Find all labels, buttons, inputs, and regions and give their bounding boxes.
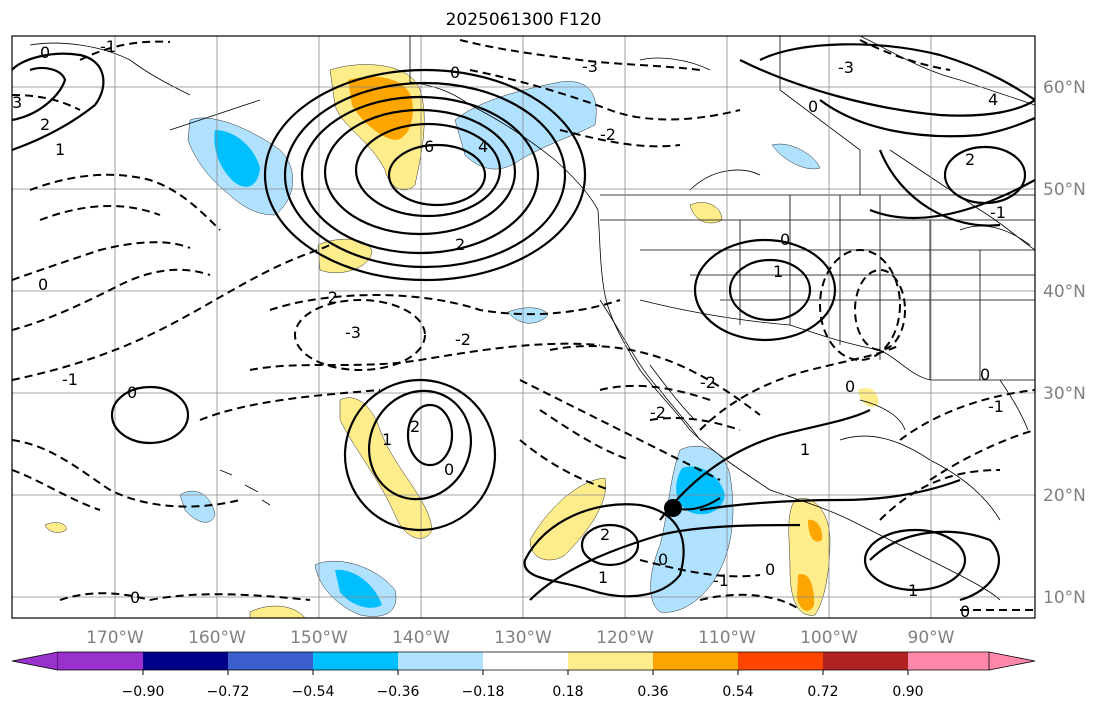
colorbar-label: 0.72	[807, 684, 838, 700]
lat-label: 50°N	[1043, 180, 1086, 200]
contour-label: 0	[960, 602, 970, 621]
colorbar-segment	[58, 652, 143, 670]
lat-label: 40°N	[1043, 282, 1086, 302]
colorbar-extend-high	[988, 651, 1036, 671]
storm-track	[672, 497, 721, 511]
colorbar-ticks	[142, 670, 909, 675]
contour-label: 0	[658, 550, 668, 569]
lat-label: 10°N	[1043, 588, 1086, 608]
colorbar-segment	[653, 652, 738, 670]
contour-label: 4	[478, 137, 488, 156]
colorbar-label: 0.90	[892, 684, 923, 700]
contour-label: 3	[12, 93, 22, 112]
contour-label: 0	[444, 460, 454, 479]
contour-label: 1	[773, 262, 783, 281]
map-frame	[11, 35, 1036, 619]
lon-axis-labels: 170°W 160°W 150°W 140°W 130°W 120°W 110°…	[86, 628, 955, 648]
contour-label: 0	[40, 43, 50, 62]
lon-label: 110°W	[698, 628, 756, 648]
contour-labels: 6 2 4 2 1 1 0 2 1 0 0 4 2 1 1 0 0 2 3 1 …	[12, 37, 1006, 621]
lon-label: 160°W	[188, 628, 246, 648]
colorbar-segment	[143, 652, 228, 670]
contour-label: 0	[980, 365, 990, 384]
contour-label: -2	[455, 330, 471, 349]
contour-label: -2	[700, 373, 716, 392]
contour-label: -3	[345, 323, 361, 342]
contour-label: 0	[765, 560, 775, 579]
lat-axis-labels: 60°N 50°N 40°N 30°N 20°N 10°N	[1043, 78, 1086, 608]
lat-label: 60°N	[1043, 78, 1086, 98]
colorbar-label: −0.18	[462, 684, 505, 700]
contour-label: -1	[988, 397, 1004, 416]
colorbar-segment	[568, 652, 653, 670]
colorbar: −0.90 −0.72 −0.54 −0.36 −0.18 0.18 0.36 …	[11, 651, 1036, 700]
lon-label: 120°W	[596, 628, 654, 648]
colorbar-label: −0.54	[292, 684, 335, 700]
contour-label: 0	[808, 97, 818, 116]
contour-label: 1	[800, 440, 810, 459]
contour-label: -2	[322, 288, 338, 307]
contour-label: 1	[382, 430, 392, 449]
contour-label: 2	[965, 150, 975, 169]
contour-label: 0	[780, 230, 790, 249]
lon-label: 170°W	[86, 628, 144, 648]
contour-label: 4	[988, 90, 998, 109]
lat-label: 20°N	[1043, 486, 1086, 506]
contour-label: 2	[600, 525, 610, 544]
lon-label: 150°W	[290, 628, 348, 648]
contour-label: 0	[845, 377, 855, 396]
contour-label: -1	[990, 203, 1006, 222]
contour-label: 2	[40, 115, 50, 134]
solid-contours	[12, 43, 1035, 602]
lon-label: 130°W	[494, 628, 552, 648]
colorbar-segment	[908, 652, 989, 670]
contour-label: 1	[598, 568, 608, 587]
contour-label: -3	[838, 58, 854, 77]
contour-label: 0	[38, 275, 48, 294]
dashed-contours	[12, 39, 1035, 611]
contour-label: -2	[600, 125, 616, 144]
contour-label: 1	[55, 140, 65, 159]
lon-label: 100°W	[800, 628, 858, 648]
contour-label: -2	[650, 403, 666, 422]
lon-label: 90°W	[908, 628, 955, 648]
map-title: 2025061300 F120	[445, 10, 602, 30]
contour-label: 2	[410, 417, 420, 436]
contour-label: 1	[908, 581, 918, 600]
contour-label: -1	[62, 370, 78, 389]
contour-label: 0	[130, 588, 140, 607]
lon-label: 140°W	[392, 628, 450, 648]
contour-label: 2	[455, 235, 465, 254]
graticule	[12, 36, 1035, 618]
colorbar-segment	[313, 652, 398, 670]
contour-label: -1	[713, 571, 729, 590]
colorbar-segment	[398, 652, 483, 670]
contour-label: 0	[450, 63, 460, 82]
contour-label: 6	[424, 137, 434, 156]
lat-label: 30°N	[1043, 384, 1086, 404]
colorbar-label: 0.54	[722, 684, 753, 700]
colorbar-label: 0.18	[552, 684, 583, 700]
contour-label: -3	[582, 57, 598, 76]
colorbar-segment	[228, 652, 313, 670]
colorbar-label: −0.72	[207, 684, 250, 700]
coastlines	[29, 36, 1035, 601]
colorbar-label: −0.36	[377, 684, 420, 700]
colorbar-segment	[738, 652, 823, 670]
contour-label: 0	[127, 383, 137, 402]
colorbar-label: 0.36	[637, 684, 668, 700]
contour-label: -1	[100, 37, 116, 56]
colorbar-segment	[483, 652, 568, 670]
colorbar-extend-low	[11, 651, 59, 671]
colorbar-segment	[823, 652, 908, 670]
colorbar-label: −0.90	[122, 684, 165, 700]
